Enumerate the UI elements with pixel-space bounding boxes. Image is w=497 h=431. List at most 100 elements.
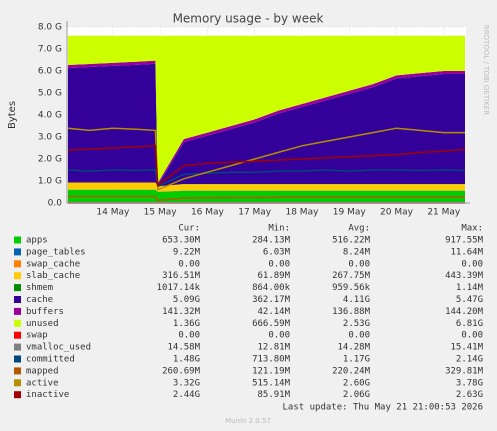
stat-value: 1.48G [173,355,200,365]
stat-value: 2.53G [343,319,370,329]
y-tick-label: 6.0 G [38,67,62,77]
y-tick-label: 2.0 G [38,155,62,165]
line [67,145,466,187]
legend-swatch [14,284,21,292]
stat-header: Cur: [178,224,200,234]
legend-label: vmalloc_used [26,343,91,353]
legend-swatch [14,236,21,244]
stat-value: 284.13M [252,236,291,246]
stat-value: 5.09G [173,295,200,305]
y-tick-label: 8.0 G [38,23,62,33]
legend-swatch [14,343,21,351]
stat-value: 4.11G [343,295,370,305]
x-tick-label: 18 May [285,208,319,218]
stat-value: 0.00 [348,259,370,269]
y-tick-label: 7.0 G [38,45,62,55]
legend-label: unused [26,319,59,329]
stat-header: Avg: [348,224,370,234]
stat-value: 0.00 [178,331,200,341]
stat-value: 864.00k [252,283,291,293]
stat-value: 0.00 [461,331,483,341]
legend-label: shmem [26,283,53,293]
line [67,169,466,188]
stat-value: 713.80M [252,355,291,365]
stat-value: 6.81G [456,319,483,329]
stat-value: 2.63G [456,390,483,400]
x-tick-label: 19 May [333,208,367,218]
stat-header: Min: [268,224,290,234]
stat-value: 9.22M [173,247,201,257]
stat-value: 85.91M [257,390,290,400]
x-tick-label: 15 May [144,208,178,218]
stat-value: 1017.14k [157,283,201,293]
stat-header: Max: [461,224,483,234]
stat-value: 3.32G [173,378,200,388]
stat-value: 0.00 [268,259,290,269]
stat-value: 220.24M [332,366,371,376]
stat-value: 3.78G [456,378,483,388]
legend-swatch [14,307,21,315]
stat-value: 0.00 [178,259,200,269]
stat-value: 443.39M [445,271,484,281]
stat-value: 516.22M [332,236,371,246]
chart-title: Memory usage - by week [173,12,324,26]
legend-swatch [14,296,21,303]
stat-value: 515.14M [252,378,291,388]
legend-swatch [14,367,21,375]
stat-value: 2.60G [343,378,370,388]
legend-swatch [14,391,21,399]
stat-value: 141.32M [162,307,201,317]
legend-swatch [14,331,21,339]
stat-value: 14.28M [337,343,370,353]
stat-value: 14.58M [167,343,200,353]
stat-value: 666.59M [252,319,291,329]
area [67,60,466,186]
legend-swatch [14,355,21,363]
legend-label: committed [26,355,75,365]
area [67,182,466,192]
stat-value: 42.14M [257,307,290,317]
x-tick-label: 20 May [380,208,414,218]
stat-value: 1.17G [343,355,370,365]
x-tick-label: 21 May [427,208,461,218]
legend-label: buffers [26,307,64,317]
stat-value: 11.64M [450,247,483,257]
y-axis-label: Bytes [7,101,18,129]
x-tick-label: 16 May [191,208,225,218]
legend-label: swap [26,331,48,341]
y-tick-label: 3.0 G [38,133,62,143]
stat-value: 362.17M [252,295,291,305]
stat-value: 6.03M [263,247,291,257]
stat-value: 121.19M [252,366,291,376]
area [67,35,466,184]
y-tick-label: 5.0 G [38,89,62,99]
stat-value: 316.51M [162,271,201,281]
stat-value: 267.75M [332,271,371,281]
x-tick-label: 17 May [238,208,272,218]
stat-value: 329.81M [445,366,484,376]
legend-label: apps [26,236,48,246]
stat-value: 1.14M [456,283,484,293]
area [67,189,466,192]
stat-value: 0.00 [461,259,483,269]
y-tick-label: 1.0 G [38,177,62,187]
y-tick-label: 4.0 G [38,111,62,121]
stat-value: 959.56k [332,283,371,293]
footer: Last update: Thu May 21 21:00:53 2026 [283,403,483,413]
legend-swatch [14,260,21,268]
stat-value: 8.24M [343,247,371,257]
stat-value: 0.00 [348,331,370,341]
legend-label: inactive [26,390,69,400]
legend-swatch [14,248,21,256]
stat-value: 2.06G [343,390,370,400]
legend-label: swap_cache [26,259,80,269]
version: Munin 2.0.57 [225,417,271,425]
line [67,195,466,202]
legend-label: active [26,378,59,388]
legend-swatch [14,379,21,387]
legend-swatch [14,272,21,280]
stat-value: 653.30M [162,236,201,246]
stat-value: 1.36G [173,319,200,329]
legend-swatch [14,319,21,327]
legend-label: cache [26,295,53,305]
